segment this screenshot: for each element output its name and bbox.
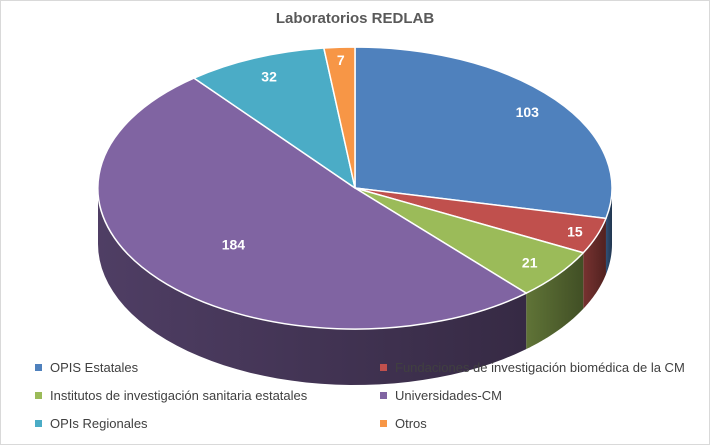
pie-side-0 bbox=[605, 188, 612, 275]
legend-label: OPIs Regionales bbox=[50, 416, 148, 431]
data-label-3: 184 bbox=[222, 237, 246, 253]
data-label-5: 7 bbox=[337, 52, 345, 68]
pie-slice-4 bbox=[193, 47, 356, 189]
legend-item-5: Otros bbox=[380, 416, 427, 431]
legend-label: Universidades-CM bbox=[395, 388, 502, 403]
legend-item-1: Fundaciones de investigación biomédica d… bbox=[380, 360, 685, 375]
data-label-1: 15 bbox=[567, 224, 583, 240]
chart-title: Laboratorios REDLAB bbox=[275, 10, 435, 27]
pie-slice-5 bbox=[323, 46, 356, 189]
pie-side-1 bbox=[583, 218, 606, 309]
legend-swatch bbox=[380, 420, 387, 427]
legend-label: Otros bbox=[395, 416, 427, 431]
legend-label: Fundaciones de investigación biomédica d… bbox=[395, 360, 685, 375]
legend-item-3: Universidades-CM bbox=[380, 388, 502, 403]
pie-slice-0 bbox=[354, 46, 613, 220]
pie-side-2 bbox=[526, 252, 584, 350]
legend-swatch bbox=[380, 392, 387, 399]
legend-swatch bbox=[35, 392, 42, 399]
data-label-0: 103 bbox=[516, 104, 540, 120]
legend-swatch bbox=[35, 420, 42, 427]
legend-item-2: Institutos de investigación sanitaria es… bbox=[35, 388, 307, 403]
legend-label: OPIS Estatales bbox=[50, 360, 139, 375]
data-label-4: 32 bbox=[261, 68, 277, 84]
pie-slice-3 bbox=[97, 77, 527, 330]
legend-item-0: OPIS Estatales bbox=[35, 360, 138, 375]
legend-swatch bbox=[35, 364, 42, 371]
legend-label: Institutos de investigación sanitaria es… bbox=[50, 388, 308, 403]
pie-side-3 bbox=[98, 188, 527, 385]
legend-item-4: OPIs Regionales bbox=[35, 416, 148, 431]
data-label-2: 21 bbox=[522, 254, 538, 270]
legend-swatch bbox=[380, 364, 387, 371]
